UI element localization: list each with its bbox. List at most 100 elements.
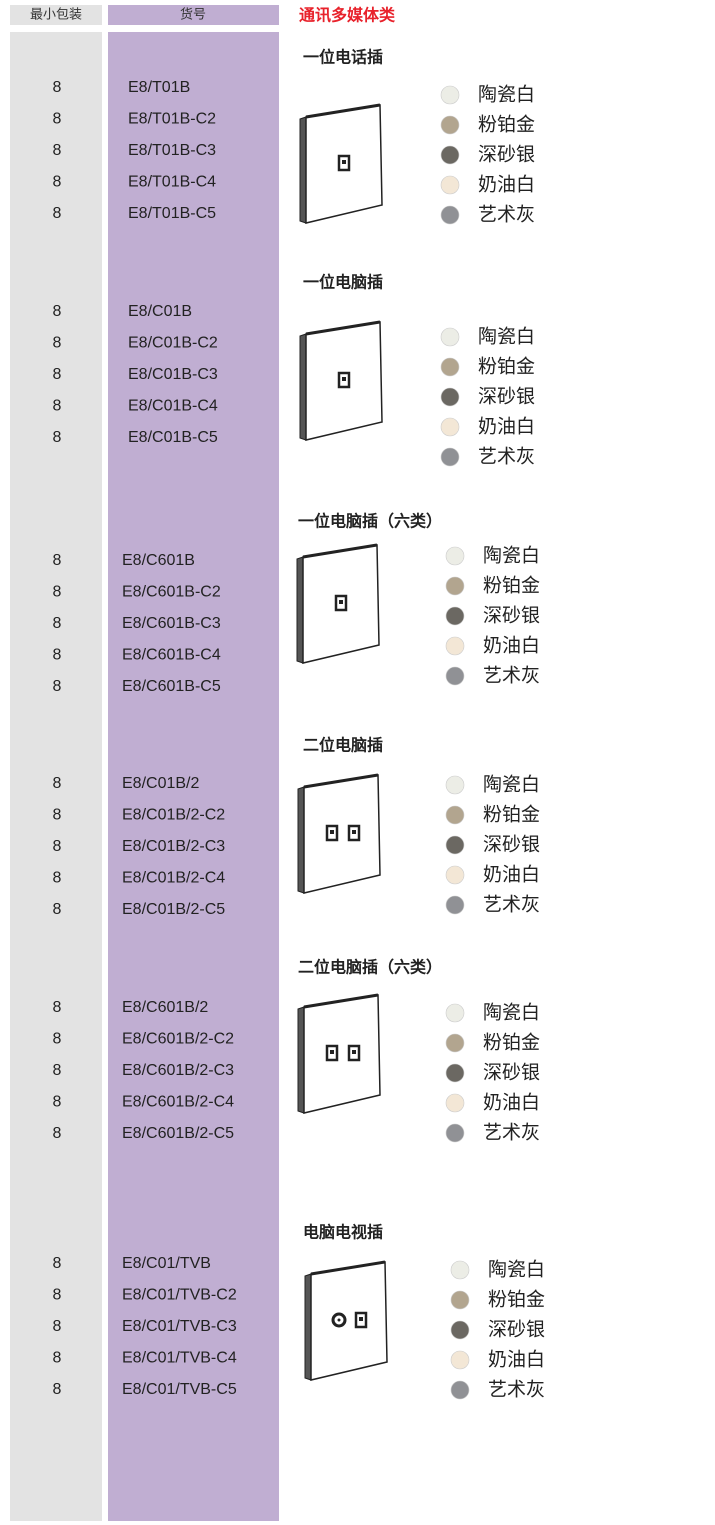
color-name: 粉铂金 [483,575,540,597]
min-pack: 8 [53,335,62,352]
plate-side [297,786,305,894]
min-pack: 8 [53,807,62,824]
color-name: 陶瓷白 [478,326,535,348]
item-code: E8/C601B [122,552,195,569]
color-swatch [445,865,465,885]
color-swatch [450,1380,470,1400]
item-code: E8/C601B/2-C4 [122,1094,234,1111]
color-name: 深砂银 [488,1319,545,1341]
color-swatch [445,1033,465,1053]
color-name: 奶油白 [488,1349,545,1371]
min-pack: 8 [53,1094,62,1111]
color-swatch [440,115,460,135]
color-swatch [440,357,460,377]
min-pack: 8 [53,1287,62,1304]
item-code: E8/C01B/2-C3 [122,838,225,855]
item-code: E8/C01B [128,303,192,320]
color-name: 奶油白 [478,174,535,196]
item-code: E8/C601B-C3 [122,615,221,632]
item-code: E8/C01B-C2 [128,335,218,352]
item-code: E8/C01/TVB-C3 [122,1318,237,1335]
color-name: 陶瓷白 [483,1002,540,1024]
section-title: 一位电脑插（六类） [298,512,442,531]
color-name: 艺术灰 [483,665,540,687]
color-swatch [445,1063,465,1083]
color-swatch [440,387,460,407]
item-code: E8/C01/TVB-C2 [122,1287,237,1304]
data-port-slot [342,160,346,164]
color-swatch [445,895,465,915]
plate-side [296,556,304,664]
color-name: 奶油白 [483,864,540,886]
tv-port [331,1312,347,1328]
min-pack: 8 [53,901,62,918]
color-swatch [450,1350,470,1370]
item-code: E8/C601B-C2 [122,584,221,601]
color-name: 艺术灰 [483,894,540,916]
color-swatch [445,606,465,626]
category-title: 通讯多媒体类 [299,6,396,25]
item-code: E8/C601B-C5 [122,678,221,695]
socket-plate [297,773,381,894]
min-pack: 8 [53,1350,62,1367]
color-name: 粉铂金 [488,1289,545,1311]
color-name: 粉铂金 [483,804,540,826]
min-pack: 8 [53,870,62,887]
color-name: 艺术灰 [478,204,535,226]
plate-side [297,1006,305,1114]
min-pack: 8 [53,678,62,695]
qty-column [10,32,102,1521]
color-name: 陶瓷白 [483,545,540,567]
section-title: 二位电脑插 [303,736,383,755]
plate-side [299,333,307,441]
min-pack: 8 [53,205,62,222]
color-name: 奶油白 [483,635,540,657]
color-swatch [440,175,460,195]
socket-plate [304,1260,388,1381]
color-swatch [440,145,460,165]
code-header: 货号 [180,7,206,23]
item-code: E8/C601B/2 [122,999,208,1016]
plate-face [303,994,381,1114]
min-pack: 8 [53,775,62,792]
color-swatch [445,1093,465,1113]
min-pack: 8 [53,838,62,855]
min-pack: 8 [53,1318,62,1335]
color-name: 艺术灰 [483,1122,540,1144]
min-pack: 8 [53,1125,62,1142]
socket-plate [297,993,381,1114]
item-code: E8/T01B-C2 [128,111,216,128]
min-pack: 8 [53,1062,62,1079]
color-name: 陶瓷白 [483,774,540,796]
code-column [108,32,279,1521]
color-swatch [445,835,465,855]
color-swatch [445,1123,465,1143]
plate-side [304,1273,312,1381]
data-port-slot [352,830,356,834]
section-title: 一位电脑插 [303,273,383,292]
section-title: 电脑电视插 [303,1223,383,1242]
color-name: 深砂银 [478,144,535,166]
min-pack: 8 [53,174,62,191]
item-code: E8/T01B-C5 [128,205,216,222]
color-swatch [440,85,460,105]
section-title: 二位电脑插（六类） [298,958,442,977]
min-pack: 8 [53,615,62,632]
color-swatch [440,205,460,225]
item-code: E8/C01B-C3 [128,366,218,383]
min-pack: 8 [53,999,62,1016]
color-swatch [445,1003,465,1023]
plate-face [310,1261,388,1381]
min-pack: 8 [53,647,62,664]
color-swatch [445,636,465,656]
plate-edge [303,993,379,1009]
min-pack: 8 [53,366,62,383]
qty-header-bg [10,5,102,25]
color-name: 艺术灰 [488,1379,545,1401]
data-port-slot [359,1317,363,1321]
color-name: 粉铂金 [478,356,535,378]
min-pack: 8 [53,1381,62,1398]
item-code: E8/C01B/2-C4 [122,870,225,887]
plate-edge [302,543,378,559]
qty-header: 最小包装 [30,8,82,23]
